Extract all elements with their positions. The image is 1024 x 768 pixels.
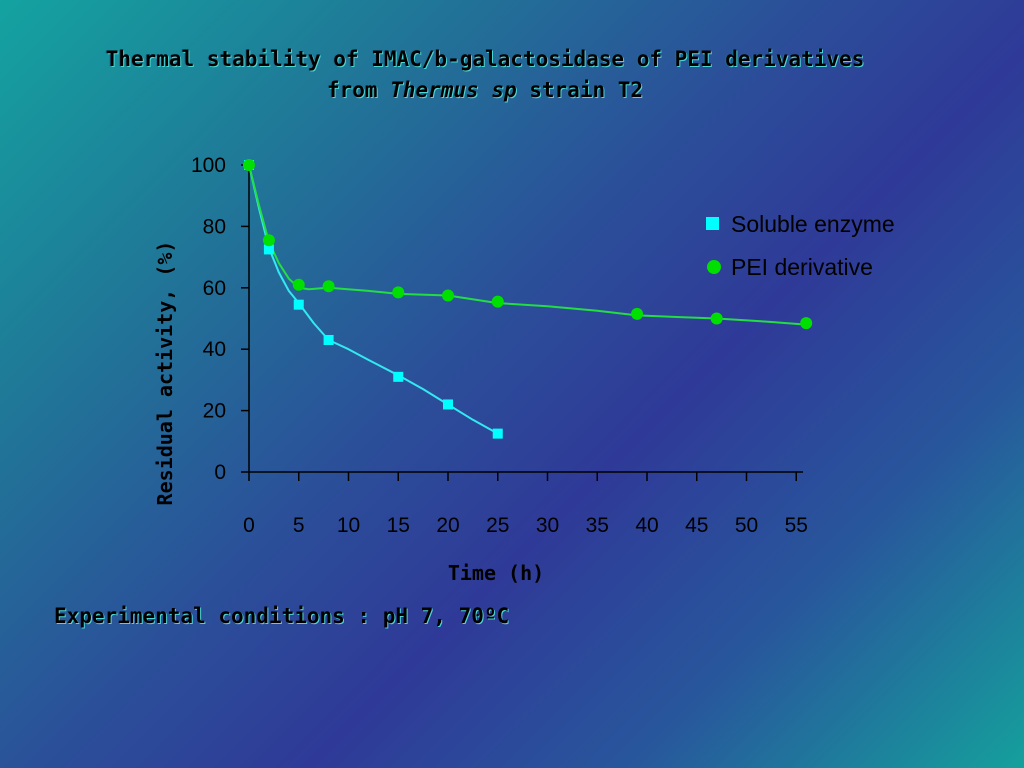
- soluble-enzyme-marker: [443, 399, 453, 410]
- pei-derivative-marker: [491, 295, 504, 308]
- x-tick-label: 55: [785, 514, 808, 537]
- legend-soluble-swatch: [706, 217, 719, 230]
- x-tick-label: 50: [735, 514, 758, 537]
- pei-derivative-marker: [262, 234, 275, 247]
- pei-derivative-line: [248, 164, 807, 326]
- title-line-2-prefix: from: [326, 78, 391, 102]
- slide-title: Thermal stability of IMAC/b-galactosidas…: [40, 44, 930, 106]
- y-tick-label: 20: [203, 400, 226, 423]
- legend: Soluble enzyme PEI derivative: [706, 211, 895, 280]
- y-tick-label: 0: [214, 461, 226, 484]
- x-axis-title: Time (h): [448, 561, 544, 585]
- x-tick-label: 5: [293, 514, 305, 537]
- x-tick-label: 40: [635, 514, 658, 537]
- series-markers: [243, 159, 813, 439]
- pei-derivative-marker: [243, 159, 255, 171]
- y-tick-label: 40: [203, 338, 226, 361]
- title-species: Thermus sp: [390, 78, 517, 102]
- title-line-1: Thermal stability of IMAC/b-galactosidas…: [105, 47, 865, 71]
- pei-derivative-marker: [322, 280, 335, 293]
- series-lines: [248, 164, 807, 435]
- x-tick-label: 30: [536, 514, 559, 537]
- y-tick-label: 100: [191, 154, 226, 177]
- pei-derivative-marker: [631, 307, 644, 320]
- legend-pei-swatch: [707, 260, 721, 274]
- experimental-conditions: Experimental conditions : pH 7, 70ºC: [54, 604, 510, 628]
- soluble-enzyme-marker: [323, 334, 334, 345]
- pei-derivative-marker: [442, 289, 454, 302]
- pei-derivative-marker: [292, 278, 305, 291]
- legend-soluble-label: Soluble enzyme: [731, 211, 895, 237]
- pei-derivative-marker: [392, 286, 405, 299]
- soluble-enzyme-marker: [492, 428, 503, 439]
- legend-pei-label: PEI derivative: [731, 254, 873, 280]
- soluble-enzyme-marker: [293, 299, 304, 310]
- title-line-2-suffix: strain T2: [516, 78, 644, 102]
- y-tick-label: 80: [203, 215, 226, 238]
- y-axis-title: Residual activity, (%): [153, 241, 177, 506]
- title-line-2: from Thermus sp strain T2: [40, 75, 930, 106]
- soluble-enzyme-marker: [263, 244, 274, 255]
- x-axis: 0 5 10 15 20 25 30 35 40 45 50 55: [243, 471, 808, 537]
- y-tick-label: 60: [203, 277, 226, 300]
- x-tick-label: 35: [586, 514, 609, 537]
- x-tick-label: 20: [436, 514, 459, 537]
- x-tick-label: 10: [337, 514, 360, 537]
- x-tick-label: 45: [685, 514, 708, 537]
- x-tick-label: 0: [243, 514, 255, 537]
- x-tick-label: 15: [387, 514, 410, 537]
- pei-derivative-marker: [800, 317, 813, 330]
- soluble-enzyme-line: [248, 164, 499, 435]
- pei-derivative-marker: [710, 312, 723, 325]
- soluble-enzyme-marker: [393, 371, 404, 382]
- x-tick-label: 25: [486, 514, 509, 537]
- y-axis: 0 20 40 60 80 100: [191, 154, 250, 484]
